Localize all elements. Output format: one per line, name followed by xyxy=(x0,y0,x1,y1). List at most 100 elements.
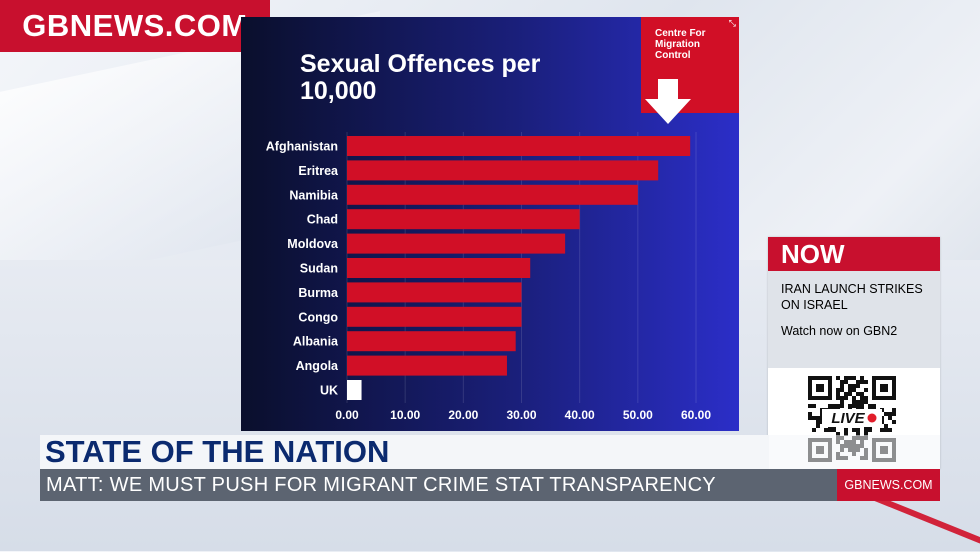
qr-cell xyxy=(844,380,848,384)
category-label: Eritrea xyxy=(298,164,339,178)
qr-cell xyxy=(836,388,840,392)
bar-moldova xyxy=(347,233,566,254)
bar-burma xyxy=(347,282,522,303)
qr-cell xyxy=(836,396,840,400)
qr-cell xyxy=(812,404,816,408)
category-label: Afghanistan xyxy=(266,140,338,154)
qr-cell xyxy=(864,400,868,404)
bar-sudan xyxy=(347,258,531,278)
qr-cell xyxy=(864,396,868,400)
now-body: IRAN LAUNCH STRIKES ON ISRAEL Watch now … xyxy=(768,271,940,368)
qr-cell xyxy=(852,428,856,432)
qr-cell xyxy=(888,412,892,416)
qr-cell xyxy=(836,376,840,380)
live-dot-icon xyxy=(867,413,877,423)
qr-cell xyxy=(816,424,820,428)
qr-cell xyxy=(848,376,852,380)
qr-cell xyxy=(852,400,856,404)
qr-cell xyxy=(836,404,840,408)
source-label: Centre For Migration Control xyxy=(655,28,706,61)
qr-cell xyxy=(840,404,844,408)
qr-cell xyxy=(892,408,896,412)
qr-cell xyxy=(844,396,848,400)
qr-cell xyxy=(852,376,856,380)
bar-chart: 0.00 10.00 20.00 30.00 40.00 50.00 60.00 Afghan… xyxy=(266,132,711,422)
qr-cell xyxy=(840,400,844,404)
qr-cell xyxy=(848,404,852,408)
category-label: Sudan xyxy=(300,262,338,276)
qr-cell xyxy=(880,428,884,432)
now-headline: IRAN LAUNCH STRIKES ON ISRAEL xyxy=(781,282,923,312)
qr-cell xyxy=(856,380,860,384)
qr-cell xyxy=(852,404,856,408)
x-tick-label: 0.00 xyxy=(335,408,359,422)
category-label: Burma xyxy=(298,286,339,300)
x-tick-label: 60.00 xyxy=(681,408,711,422)
qr-cell xyxy=(856,400,860,404)
category-label: Angola xyxy=(296,359,339,373)
qr-cell xyxy=(868,428,872,432)
qr-cell xyxy=(856,384,860,388)
bar-congo xyxy=(347,306,522,327)
lower-third-strap: MATT: WE MUST PUSH FOR MIGRANT CRIME STA… xyxy=(40,469,837,501)
qr-cell xyxy=(852,384,856,388)
qr-cell xyxy=(844,432,848,436)
qr-cell xyxy=(864,388,868,392)
qr-cell xyxy=(852,396,856,400)
category-label: UK xyxy=(320,384,338,398)
qr-cell xyxy=(808,412,812,416)
qr-cell xyxy=(816,420,820,424)
qr-cell xyxy=(840,384,844,388)
bar-afghanistan xyxy=(347,136,691,156)
qr-cell xyxy=(860,400,864,404)
qr-cell xyxy=(828,428,832,432)
qr-cell xyxy=(856,392,860,396)
qr-cell xyxy=(860,404,864,408)
qr-cell xyxy=(808,416,812,420)
qr-cell xyxy=(864,432,868,436)
qr-cell xyxy=(860,392,864,396)
qr-cell xyxy=(852,388,856,392)
qr-cell xyxy=(840,388,844,392)
qr-cell xyxy=(836,432,840,436)
bar-albania xyxy=(347,331,516,352)
qr-cell xyxy=(892,420,896,424)
qr-cell xyxy=(864,428,868,432)
qr-cell xyxy=(856,432,860,436)
bar-eritrea xyxy=(347,160,659,181)
qr-cell xyxy=(864,380,868,384)
source-box: Centre For Migration Control ⤡ xyxy=(641,17,739,113)
x-tick-label: 50.00 xyxy=(623,408,653,422)
x-tick-label: 30.00 xyxy=(506,408,536,422)
qr-cell xyxy=(860,376,864,380)
qr-cell xyxy=(892,412,896,416)
expand-icon[interactable]: ⤡ xyxy=(728,18,736,28)
qr-live-label: LIVE xyxy=(831,410,865,427)
qr-cell xyxy=(836,392,840,396)
qr-cell xyxy=(832,428,836,432)
lower-third-title-extension xyxy=(769,435,940,469)
bar-chad xyxy=(347,209,580,230)
category-label: Albania xyxy=(293,335,339,349)
chart-title: Sexual Offences per 10,000 xyxy=(300,50,541,105)
qr-cell xyxy=(848,392,852,396)
qr-cell xyxy=(856,404,860,408)
qr-cell xyxy=(868,404,872,408)
category-label: Chad xyxy=(307,213,338,227)
qr-cell xyxy=(872,404,876,408)
qr-cell xyxy=(860,380,864,384)
down-arrow-icon xyxy=(645,79,691,124)
qr-cell xyxy=(812,416,816,420)
qr-cell xyxy=(832,404,836,408)
x-tick-label: 20.00 xyxy=(448,408,478,422)
qr-cell xyxy=(856,428,860,432)
qr-cell xyxy=(860,396,864,400)
now-header: NOW xyxy=(768,237,940,271)
x-tick-label: 10.00 xyxy=(390,408,420,422)
qr-cell xyxy=(844,376,848,380)
qr-cell xyxy=(848,388,852,392)
category-label: Namibia xyxy=(289,188,339,202)
qr-cell xyxy=(884,428,888,432)
qr-cell xyxy=(844,428,848,432)
qr-cell xyxy=(888,428,892,432)
